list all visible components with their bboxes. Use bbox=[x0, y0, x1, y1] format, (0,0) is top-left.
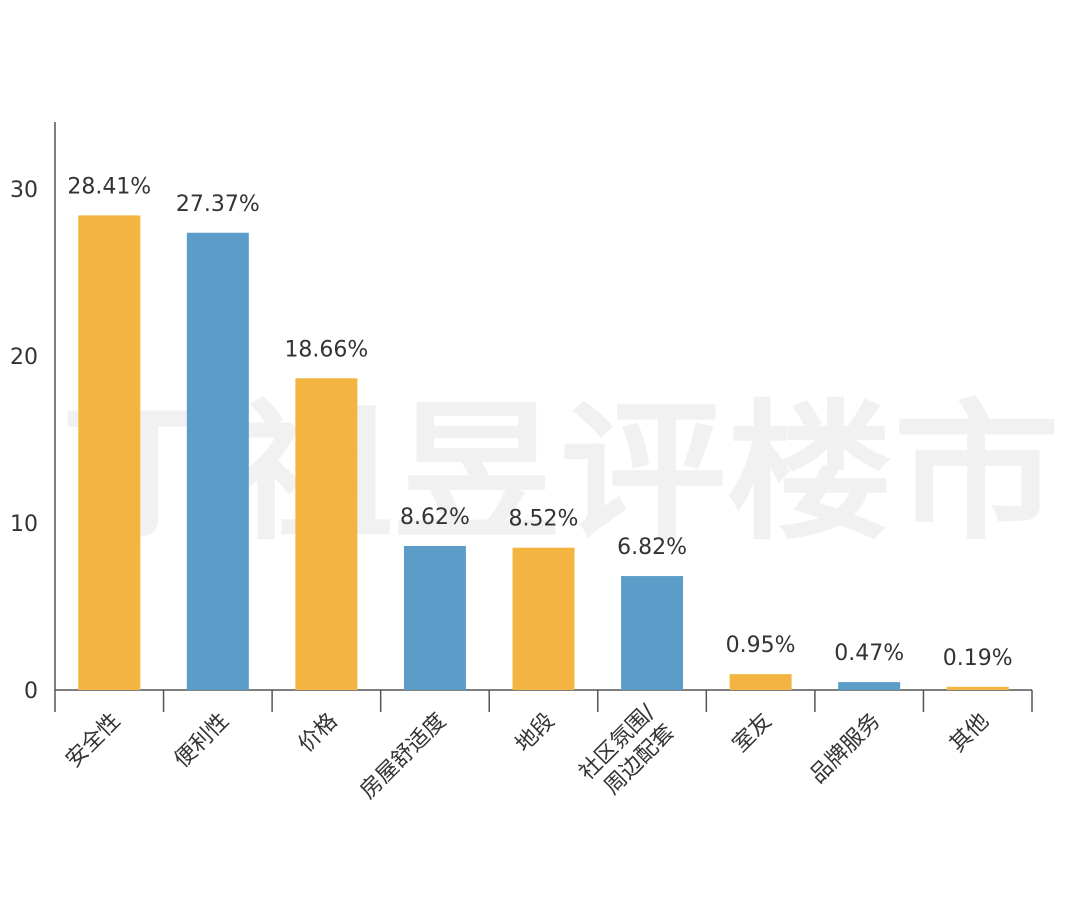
y-tick-label: 30 bbox=[10, 178, 38, 203]
x-tick-label: 社区氛围/周边配套 bbox=[575, 700, 680, 805]
bar bbox=[621, 576, 684, 690]
value-label: 0.19% bbox=[943, 646, 1013, 671]
x-tick-label: 安全性 bbox=[61, 709, 125, 773]
x-tick-label: 其他 bbox=[945, 709, 994, 758]
x-tick-label: 品牌服务 bbox=[805, 709, 885, 789]
bar bbox=[946, 686, 1009, 690]
bar bbox=[729, 674, 792, 690]
x-tick-label: 便利性 bbox=[170, 709, 234, 773]
bar bbox=[295, 378, 358, 690]
y-tick-label: 0 bbox=[24, 679, 38, 704]
y-tick-label: 20 bbox=[10, 345, 38, 370]
value-label: 27.37% bbox=[176, 192, 260, 217]
value-label: 8.62% bbox=[400, 505, 470, 530]
value-label: 8.52% bbox=[509, 507, 579, 532]
value-label: 18.66% bbox=[284, 337, 368, 362]
value-label: 28.41% bbox=[67, 174, 151, 199]
value-label: 6.82% bbox=[617, 535, 687, 560]
x-tick-label: 室友 bbox=[728, 709, 777, 758]
y-tick-label: 10 bbox=[10, 512, 38, 537]
bar bbox=[78, 215, 141, 691]
value-label: 0.95% bbox=[726, 633, 796, 658]
value-label: 0.47% bbox=[834, 641, 904, 666]
x-tick-label: 房屋舒适度 bbox=[356, 709, 451, 804]
bar bbox=[186, 232, 249, 690]
x-tick-label: 价格 bbox=[294, 709, 343, 758]
bar bbox=[512, 547, 575, 690]
bar bbox=[403, 545, 466, 690]
x-tick-label: 地段 bbox=[511, 709, 560, 758]
bar bbox=[838, 682, 901, 690]
